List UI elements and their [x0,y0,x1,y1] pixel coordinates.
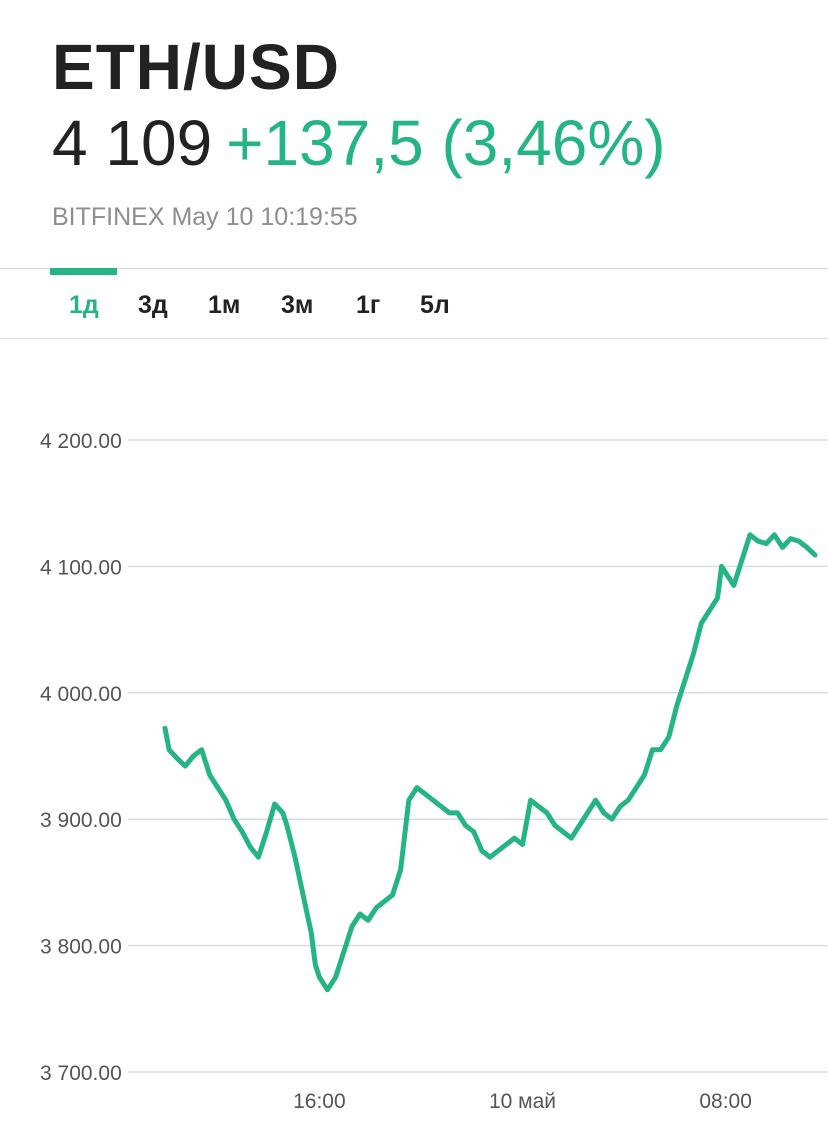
price-row: 4 109 +137,5 (3,46%) [52,106,808,180]
price-series-line [162,532,818,993]
tab-1y[interactable]: 1г [356,291,381,319]
y-tick-label: 4 200.00 [40,430,122,453]
y-tick-label: 4 000.00 [40,683,122,706]
quote-header: ETH/USD 4 109 +137,5 (3,46%) BITFINEX May… [52,30,808,232]
tab-1m[interactable]: 1м [208,291,241,319]
x-tick-label: 08:00 [699,1090,752,1113]
y-tick-label: 3 800.00 [40,936,122,959]
symbol-title: ETH/USD [52,31,340,103]
price-change: +137,5 (3,46%) [226,107,666,179]
price-chart[interactable]: 4 200.00 4 100.00 4 000.00 3 900.00 3 800.00… [0,400,828,1142]
tab-5y[interactable]: 5л [420,291,450,319]
x-tick-label: 10 май [489,1090,556,1113]
source-timestamp: BITFINEX May 10 10:19:55 [52,203,358,231]
active-tab-indicator [50,268,117,275]
tabs-top-divider [0,268,828,269]
range-tabs: 1д 3д 1м 3м 1г 5л [0,282,828,326]
x-tick-label: 16:00 [293,1090,346,1113]
current-price: 4 109 [52,107,213,179]
tab-3m[interactable]: 3м [281,291,314,319]
y-tick-label: 3 900.00 [40,809,122,832]
y-tick-label: 3 700.00 [40,1062,122,1085]
y-tick-label: 4 100.00 [40,556,122,579]
tab-1d[interactable]: 1д [69,291,99,319]
tabs-bottom-divider [0,338,828,339]
price-chart-svg[interactable]: 4 200.00 4 100.00 4 000.00 3 900.00 3 800.00… [0,400,828,1142]
tab-3d[interactable]: 3д [138,291,168,319]
